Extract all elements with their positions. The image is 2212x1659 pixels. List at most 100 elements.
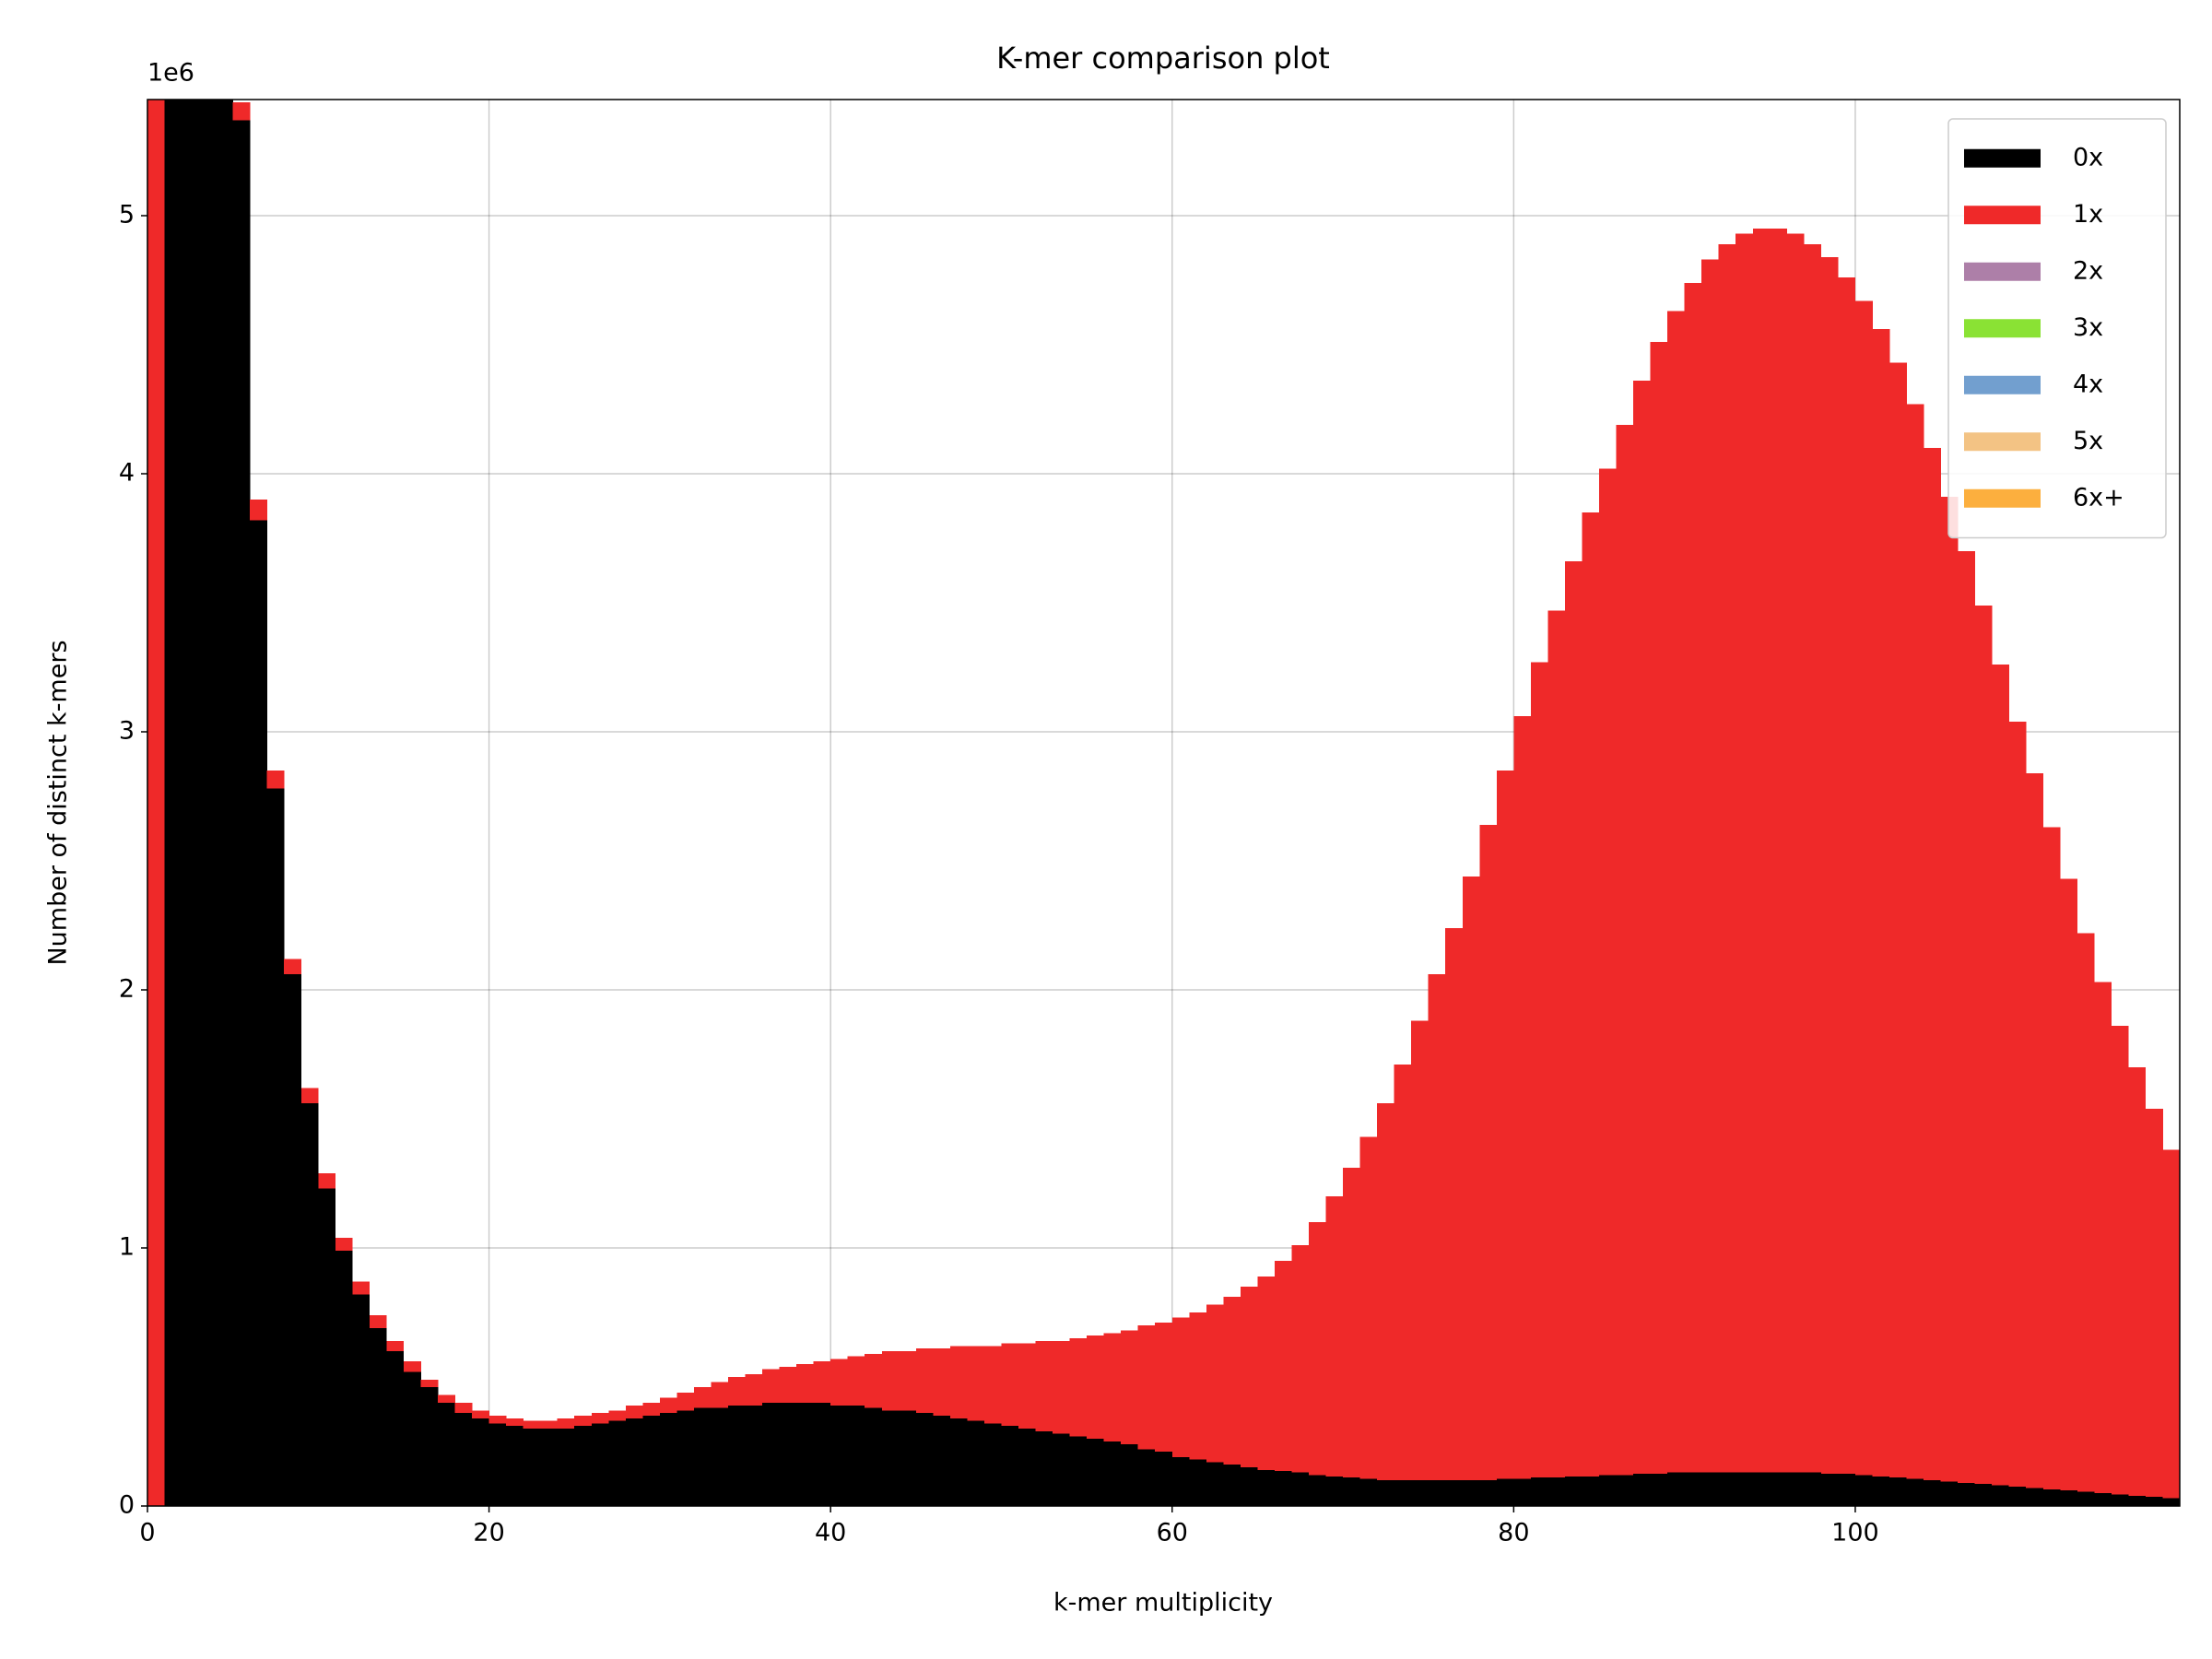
bar-segment [1992,1485,2010,1506]
bar-segment [881,1351,900,1411]
bar-segment [1121,1330,1139,1444]
bar-segment [2111,1026,2129,1495]
bar-segment [591,1413,609,1424]
bar-segment [1479,1480,1498,1506]
bar-segment [438,1394,455,1403]
legend-label: 5x [2073,427,2103,455]
bar-segment [1325,1476,1344,1506]
bar-segment [796,1403,814,1506]
bar-segment [1547,610,1566,1478]
bar-segment [1137,1449,1156,1506]
bar-segment [608,1410,627,1421]
bar-segment [762,1403,780,1506]
bar-segment [881,1410,900,1506]
bar-segment [1872,329,1890,1477]
legend-swatch [1964,206,2041,225]
bar-segment [2060,1490,2078,1506]
bar-segment [318,1172,336,1189]
bar-segment [352,1294,371,1506]
bar-segment [728,1377,746,1406]
bar-segment [557,1429,575,1506]
bar-segment [2008,721,2027,1487]
bar-segment [591,1423,609,1506]
x-tick-label: 20 [473,1519,504,1547]
bar-segment [1445,1480,1464,1506]
bar-segment [711,1382,729,1408]
bar-segment [1171,1456,1190,1506]
bar-segment [1718,243,1736,1473]
bar-segment [2077,1491,2095,1506]
bar-segment [933,1348,951,1416]
bar-segment [1735,233,1754,1473]
bar-segment [642,1403,661,1416]
bar-segment [1496,771,1514,1479]
bar-segment [1103,1333,1122,1441]
bar-segment [164,100,182,1506]
bar-segment [488,1423,507,1506]
y-tick-label: 4 [119,459,135,488]
bar-segment [1053,1433,1070,1506]
bar-segment [1924,448,1941,1480]
bar-segment [2042,827,2061,1489]
bar-segment [1820,1474,1839,1506]
bar-segment [659,1413,677,1506]
bar-segment [250,500,268,521]
bar-segment [1035,1430,1053,1506]
bar-segment [830,1359,849,1406]
legend-swatch [1964,375,2041,394]
legend-swatch [1964,432,2041,452]
y-tick-label: 3 [119,717,135,746]
bar-segment [745,1405,763,1506]
bar-segment [1889,362,1907,1478]
bar-segment [796,1364,814,1403]
bar-segment [2162,1149,2180,1499]
bar-segment [1257,1469,1276,1506]
bar-segment [266,788,285,1506]
bar-segment [284,974,302,1506]
bar-segment [1906,404,1924,1479]
x-tick-label: 0 [139,1519,155,1547]
bar-segment [472,1410,489,1418]
bar-segment [1582,1476,1600,1506]
bar-segment [1069,1436,1088,1506]
bars [147,100,2180,1506]
bar-segment [506,1426,524,1506]
bar-segment [2094,1493,2112,1506]
bar-segment [642,1416,661,1506]
bar-segment [2145,1108,2163,1498]
bar-segment [523,1429,541,1506]
bar-segment [1940,497,1959,1482]
bar-segment [1257,1276,1276,1470]
bar-segment [1684,1472,1702,1506]
bar-segment [1924,1480,1941,1506]
bar-segment [830,1405,849,1506]
bar-segment [1650,342,1668,1475]
bar-segment [540,1429,559,1506]
x-tick-label: 80 [1498,1519,1529,1547]
bar-segment [1394,1065,1412,1480]
bar-segment [899,1410,917,1506]
bar-segment [1206,1462,1224,1506]
bar-segment [1462,876,1480,1480]
bar-segment [1804,243,1822,1473]
bar-segment [949,1418,968,1506]
legend-swatch [1964,262,2041,281]
bar-segment [1206,1304,1224,1463]
bar-segment [300,1088,319,1104]
bar-segment [1291,1472,1310,1506]
bar-segment [967,1346,985,1421]
bar-segment [1359,1136,1378,1479]
bar-segment [540,1420,559,1429]
bar-segment [1018,1429,1036,1506]
bar-segment [1087,1335,1104,1440]
bar-segment [1309,1475,1326,1506]
bar-segment [1069,1338,1088,1437]
legend-label: 0x [2073,143,2103,171]
x-axis-label: k-mer multiplicity [1053,1589,1273,1618]
bar-segment [1684,282,1702,1473]
bar-segment [1309,1222,1326,1476]
bar-segment [1701,1472,1720,1506]
bar-segment [1411,1480,1430,1506]
y-offset-label: 1e6 [147,59,194,88]
